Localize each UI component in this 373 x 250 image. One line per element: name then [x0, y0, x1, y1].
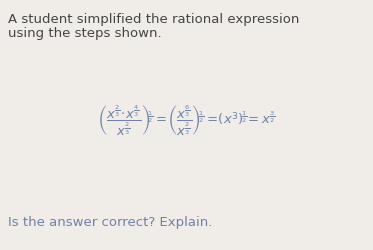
Text: Is the answer correct? Explain.: Is the answer correct? Explain. — [8, 215, 212, 228]
Text: $\left(\dfrac{x^{\frac{2}{3}}\!\cdot\! x^{\frac{4}{3}}}{x^{\frac{2}{3}}}\right)^: $\left(\dfrac{x^{\frac{2}{3}}\!\cdot\! x… — [97, 103, 275, 138]
Text: using the steps shown.: using the steps shown. — [8, 27, 162, 40]
Text: A student simplified the rational expression: A student simplified the rational expres… — [8, 13, 300, 26]
